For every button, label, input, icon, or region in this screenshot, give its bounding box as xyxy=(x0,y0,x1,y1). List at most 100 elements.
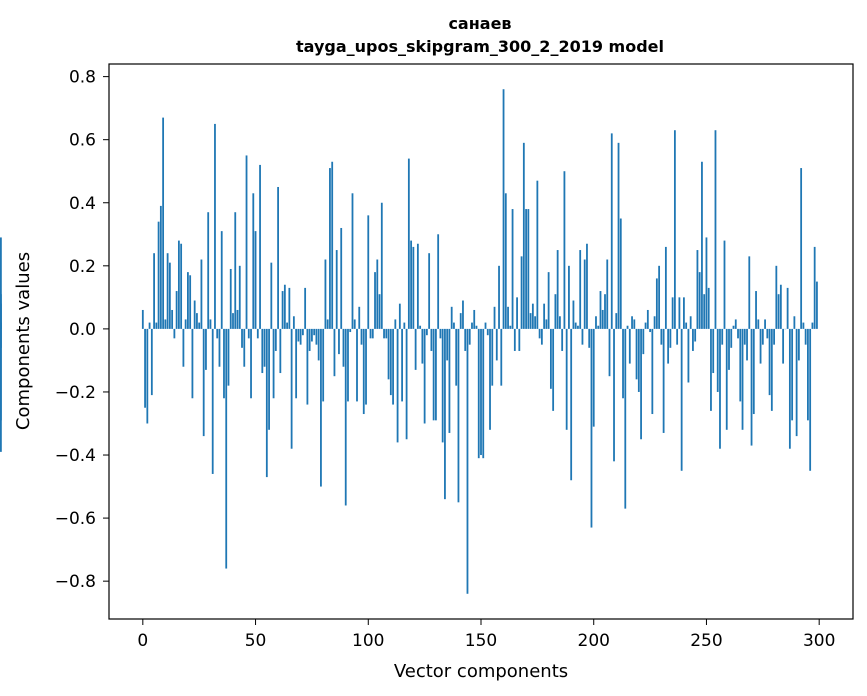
x-tick-label: 200 xyxy=(578,631,610,651)
bar xyxy=(462,300,464,329)
bar xyxy=(232,313,234,329)
bar xyxy=(295,328,298,399)
bar xyxy=(592,328,595,427)
bar xyxy=(365,328,367,405)
bar xyxy=(229,268,232,329)
bar xyxy=(588,328,591,348)
bar xyxy=(216,328,219,339)
bar xyxy=(617,142,620,329)
bar xyxy=(383,328,385,339)
bar xyxy=(761,328,764,345)
bar xyxy=(669,328,672,348)
bar xyxy=(586,243,588,329)
bar xyxy=(412,246,415,329)
bar xyxy=(534,316,537,329)
bar xyxy=(311,328,313,342)
bar xyxy=(599,291,602,329)
bar xyxy=(423,328,426,424)
bar xyxy=(610,133,613,329)
bar xyxy=(574,322,577,329)
bar xyxy=(766,328,769,339)
bar xyxy=(597,325,600,329)
bar xyxy=(797,328,800,361)
bar xyxy=(315,328,318,345)
bar xyxy=(353,319,356,329)
bar xyxy=(277,186,279,329)
bar xyxy=(644,322,647,329)
bar xyxy=(340,227,343,329)
bar xyxy=(498,265,500,329)
bar xyxy=(561,328,564,351)
bar xyxy=(202,328,205,437)
bar xyxy=(755,291,757,329)
bar xyxy=(565,328,568,430)
bar xyxy=(791,328,794,421)
bar xyxy=(252,193,255,329)
bar xyxy=(347,328,349,402)
bar xyxy=(764,319,766,329)
chart-subtitle: tayga_upos_skipgram_300_2_2019 model xyxy=(296,37,664,56)
bar xyxy=(622,328,624,399)
bar xyxy=(448,328,451,433)
bar xyxy=(495,328,498,361)
x-axis-label: Vector components xyxy=(394,661,568,682)
bar xyxy=(802,322,805,329)
x-tick-label: 300 xyxy=(803,631,835,651)
bar xyxy=(793,316,796,329)
bar xyxy=(159,205,162,329)
bar xyxy=(628,328,631,364)
bar xyxy=(308,328,311,351)
bar xyxy=(608,328,611,377)
bar xyxy=(313,328,316,336)
bar xyxy=(263,328,266,367)
bar xyxy=(552,328,555,411)
y-tick-label: 0.4 xyxy=(69,194,96,214)
bar xyxy=(274,328,277,351)
bar xyxy=(414,328,417,370)
bar xyxy=(428,253,431,329)
bar xyxy=(218,328,221,367)
bar xyxy=(401,328,403,402)
bar xyxy=(153,253,155,329)
bar xyxy=(500,328,503,386)
bar xyxy=(640,328,642,440)
bar xyxy=(200,259,203,329)
bar xyxy=(660,328,663,345)
bar xyxy=(712,328,715,374)
bar xyxy=(157,221,160,329)
bar xyxy=(473,309,476,329)
bar xyxy=(579,250,582,329)
bar xyxy=(687,328,690,383)
bar xyxy=(301,328,304,336)
bar xyxy=(177,240,180,329)
bar xyxy=(583,259,586,329)
bar xyxy=(286,322,289,329)
bar xyxy=(344,328,347,506)
bar xyxy=(471,322,473,329)
bar xyxy=(531,303,534,329)
bar xyxy=(256,328,259,339)
bar xyxy=(775,265,778,329)
y-tick-label: −0.2 xyxy=(55,383,96,403)
bar xyxy=(180,243,183,329)
bar xyxy=(685,322,688,329)
bar xyxy=(205,328,207,370)
bar xyxy=(211,328,214,474)
bar xyxy=(173,328,176,339)
bar xyxy=(184,319,187,329)
bar xyxy=(752,328,755,415)
bar xyxy=(730,328,733,348)
bar xyxy=(182,328,185,367)
bar xyxy=(457,328,460,503)
y-tick-label: 0.0 xyxy=(69,320,96,340)
bar xyxy=(606,259,609,329)
bar xyxy=(450,306,453,329)
bar xyxy=(525,209,527,329)
bar xyxy=(721,328,724,345)
bar xyxy=(227,328,230,386)
bar xyxy=(626,325,629,329)
bar xyxy=(477,328,480,459)
bar xyxy=(522,142,525,329)
bar xyxy=(658,265,661,329)
x-tick-label: 100 xyxy=(352,631,384,651)
